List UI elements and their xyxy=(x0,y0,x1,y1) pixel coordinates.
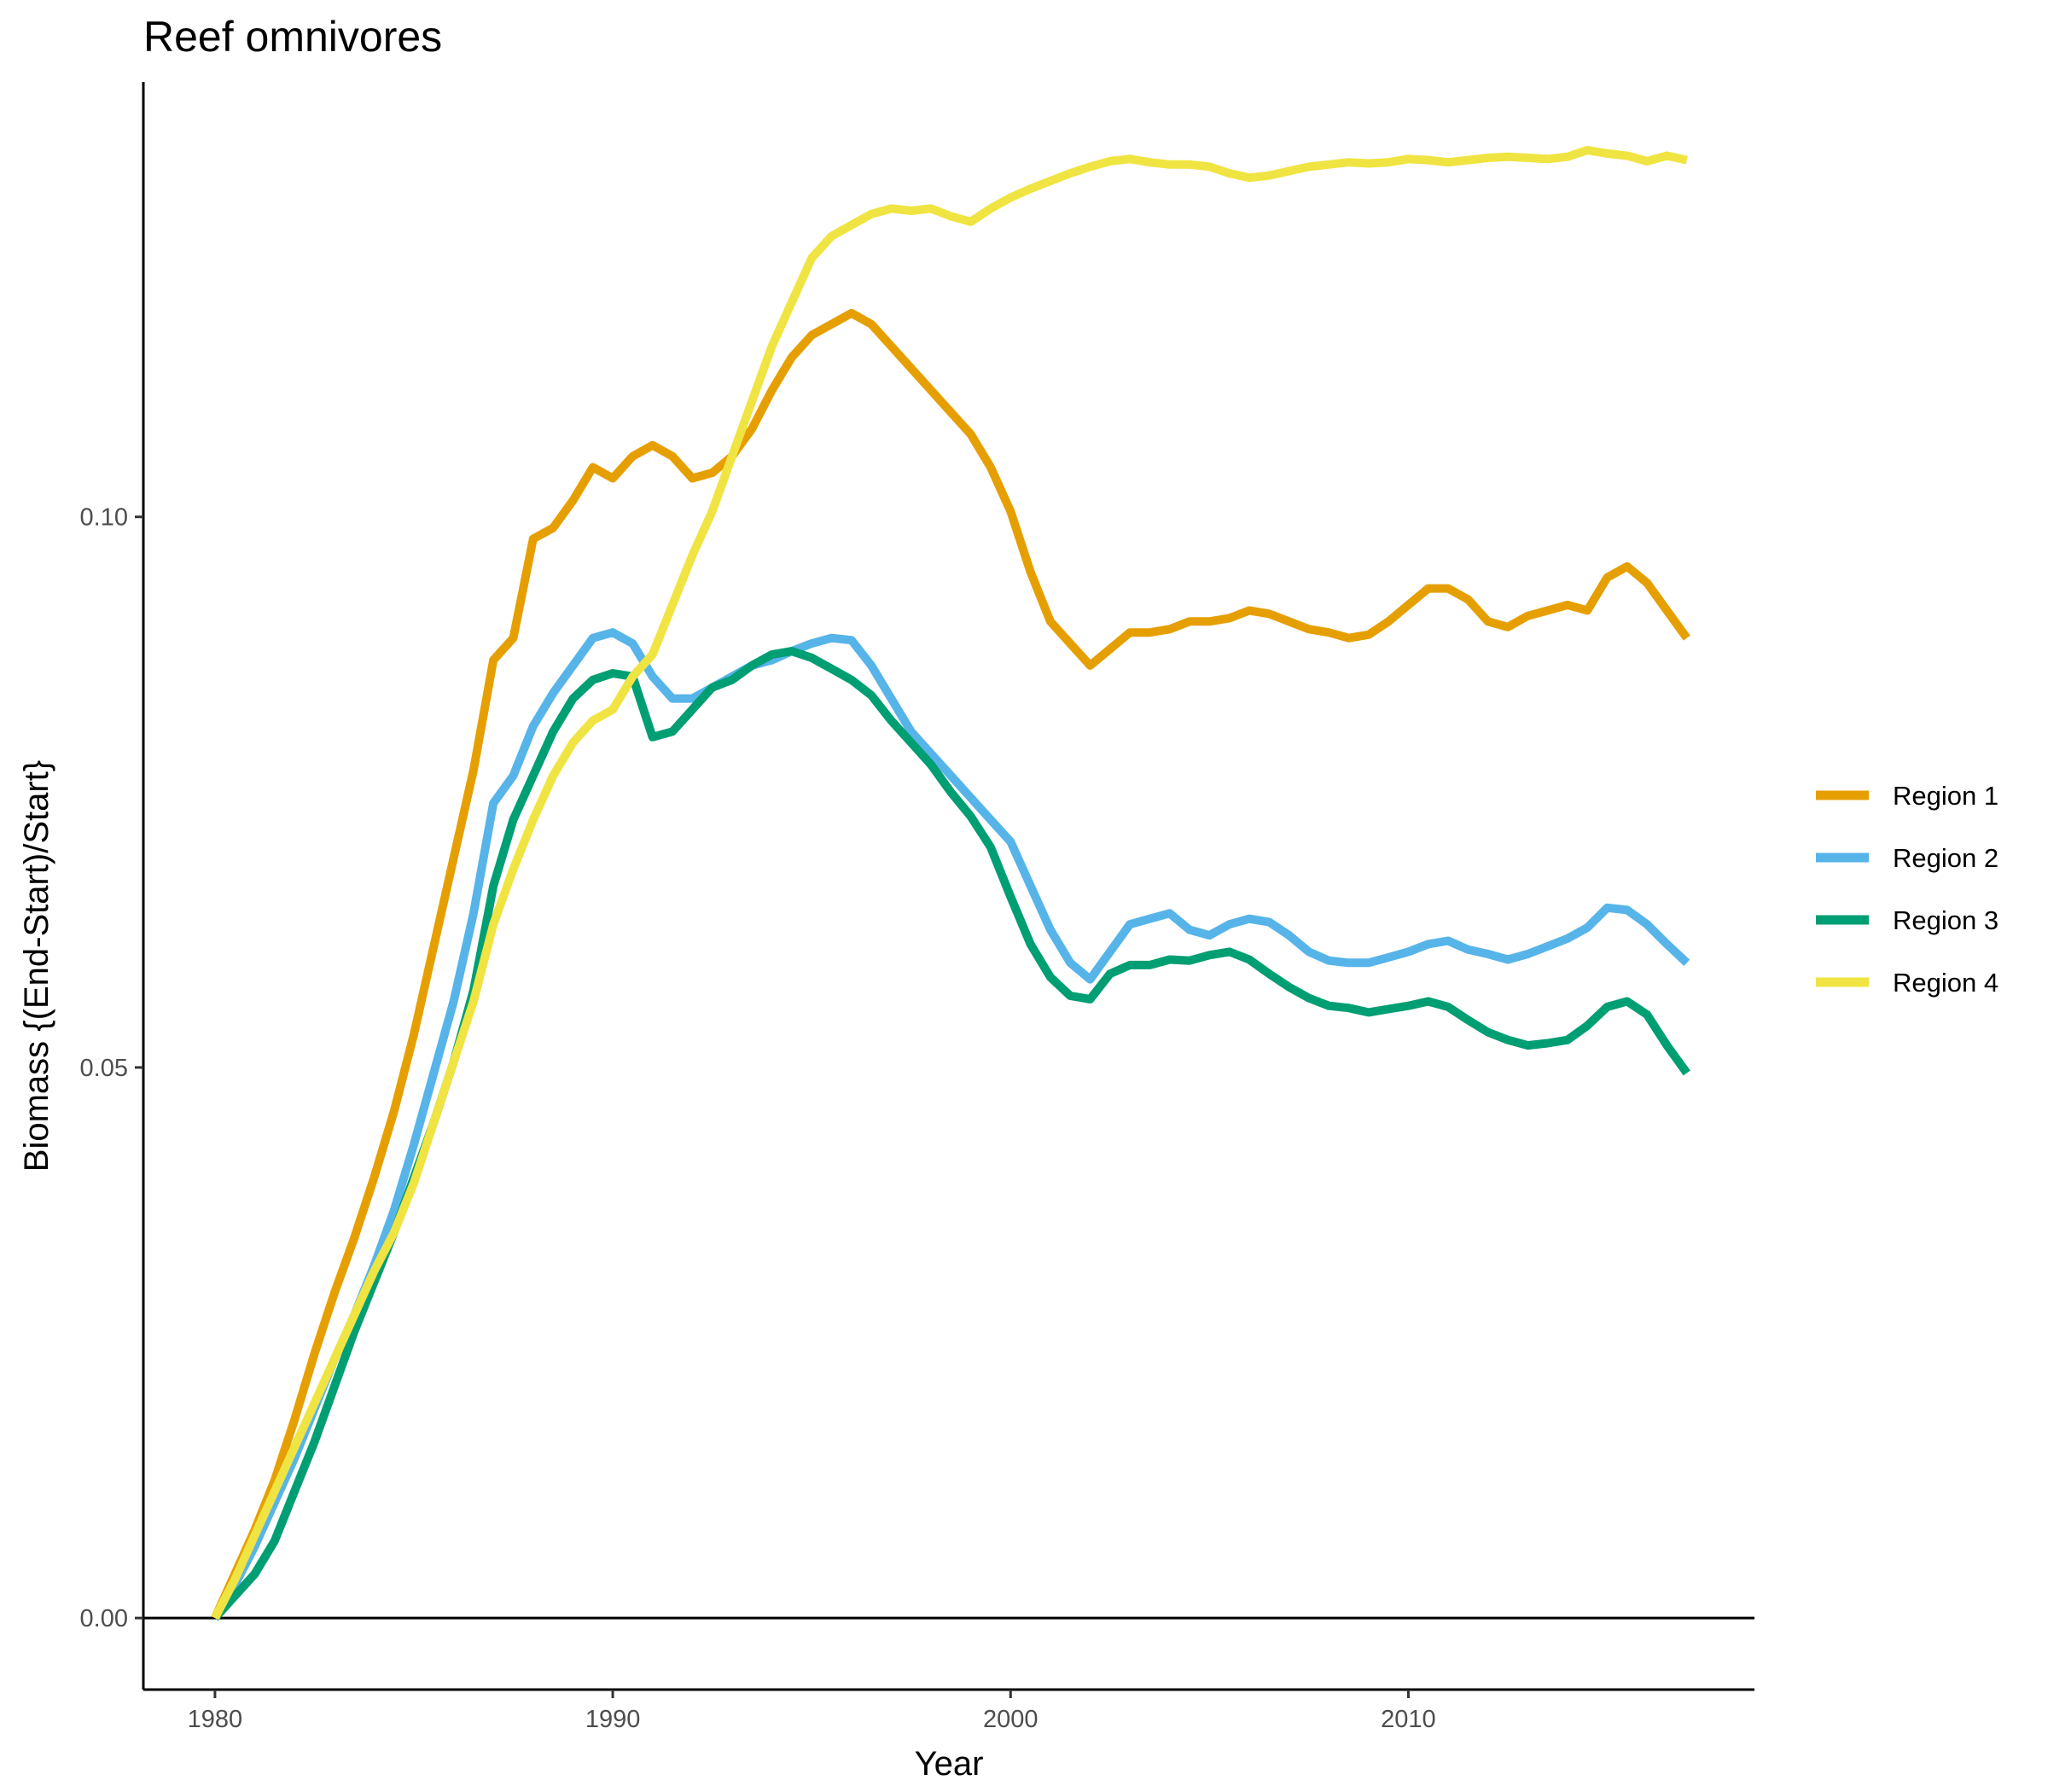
series-line-region-3 xyxy=(212,647,1690,1621)
legend-label-region-1: Region 1 xyxy=(1893,781,1999,811)
series-line-region-1 xyxy=(211,309,1690,1620)
y-tick-label-0.10: 0.10 xyxy=(80,504,128,532)
x-tick-label-1980: 1980 xyxy=(188,1706,243,1733)
x-tick-label-2010: 2010 xyxy=(1381,1706,1436,1733)
series-line-region-4 xyxy=(211,146,1688,1620)
x-tick-label-2000: 2000 xyxy=(983,1706,1039,1733)
series-line-region-2 xyxy=(211,628,1690,1620)
axes: 1980 1990 2000 2010 0.00 0.05 0.10 xyxy=(80,82,1754,1733)
legend-label-region-3: Region 3 xyxy=(1893,905,1999,935)
x-axis-title: Year xyxy=(915,1745,984,1783)
legend-label-region-4: Region 4 xyxy=(1893,968,1999,998)
chart-title: Reef omnivores xyxy=(143,13,442,61)
plot-area xyxy=(143,146,1754,1621)
y-tick-label-0.05: 0.05 xyxy=(80,1055,128,1082)
y-axis-title: Biomass {(End-Start)/Start} xyxy=(18,760,55,1172)
legend-label-region-2: Region 2 xyxy=(1893,843,1999,873)
x-tick-label-1990: 1990 xyxy=(585,1706,641,1733)
legend: Region 1 Region 2 Region 3 Region 4 xyxy=(1816,781,1999,998)
y-tick-label-0.00: 0.00 xyxy=(80,1605,128,1632)
